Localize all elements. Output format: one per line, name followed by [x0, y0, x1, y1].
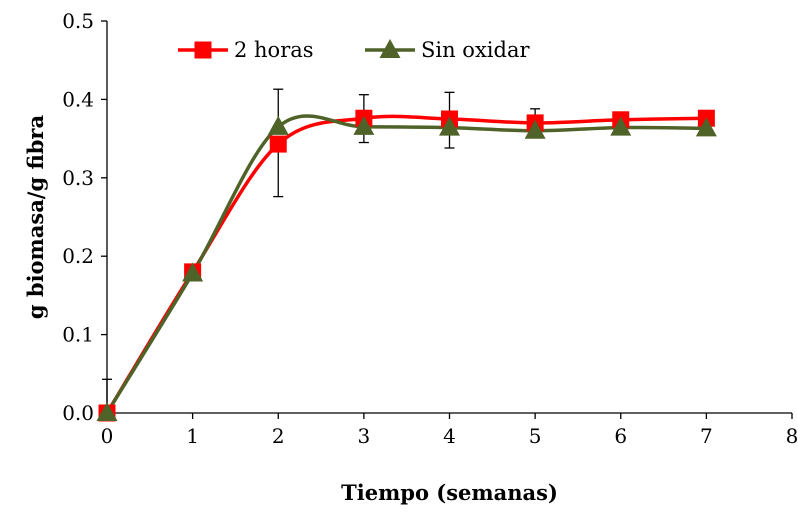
x-tick-label: 2 — [272, 424, 285, 448]
x-tick-label: 5 — [529, 424, 542, 448]
data-point — [695, 117, 717, 137]
data-point — [182, 262, 204, 282]
data-point — [524, 119, 546, 139]
series-markers — [96, 109, 717, 422]
y-axis-title: g biomasa/g fibra — [23, 115, 48, 320]
y-tick-label: 0.2 — [62, 244, 94, 268]
data-point — [267, 115, 289, 135]
data-point — [439, 116, 460, 136]
data-point — [96, 402, 118, 421]
error-bars — [102, 88, 541, 413]
x-tick-label: 1 — [186, 424, 199, 448]
x-tick-label: 3 — [358, 424, 371, 448]
legend-label: Sin oxidar — [421, 38, 530, 62]
data-point — [610, 116, 632, 136]
plot-area: 0 1 2 3 4 5 6 7 8 0.0 0.1 0.2 0.3 0.4 0.5 — [62, 9, 798, 448]
x-tick-label: 8 — [786, 424, 798, 448]
legend-marker — [194, 41, 212, 59]
legend-marker — [379, 39, 401, 58]
data-point — [269, 135, 287, 153]
x-tick-label: 0 — [101, 424, 114, 448]
y-tick-label: 0.1 — [62, 323, 94, 347]
legend: 2 horas Sin oxidar — [178, 38, 530, 62]
x-tick-label: 7 — [700, 424, 713, 448]
x-axis-title: Tiempo (semanas) — [341, 480, 558, 505]
y-tick-label: 0.0 — [62, 401, 94, 425]
x-tick-label: 4 — [443, 424, 456, 448]
y-tick-label: 0.5 — [62, 9, 94, 33]
y-tick-label: 0.4 — [62, 87, 94, 111]
axis-ticks: 0 1 2 3 4 5 6 7 8 0.0 0.1 0.2 0.3 0.4 0.5 — [62, 9, 798, 448]
legend-label: 2 horas — [234, 38, 314, 62]
y-tick-label: 0.3 — [62, 166, 94, 190]
x-tick-label: 6 — [614, 424, 627, 448]
data-point — [353, 115, 375, 135]
